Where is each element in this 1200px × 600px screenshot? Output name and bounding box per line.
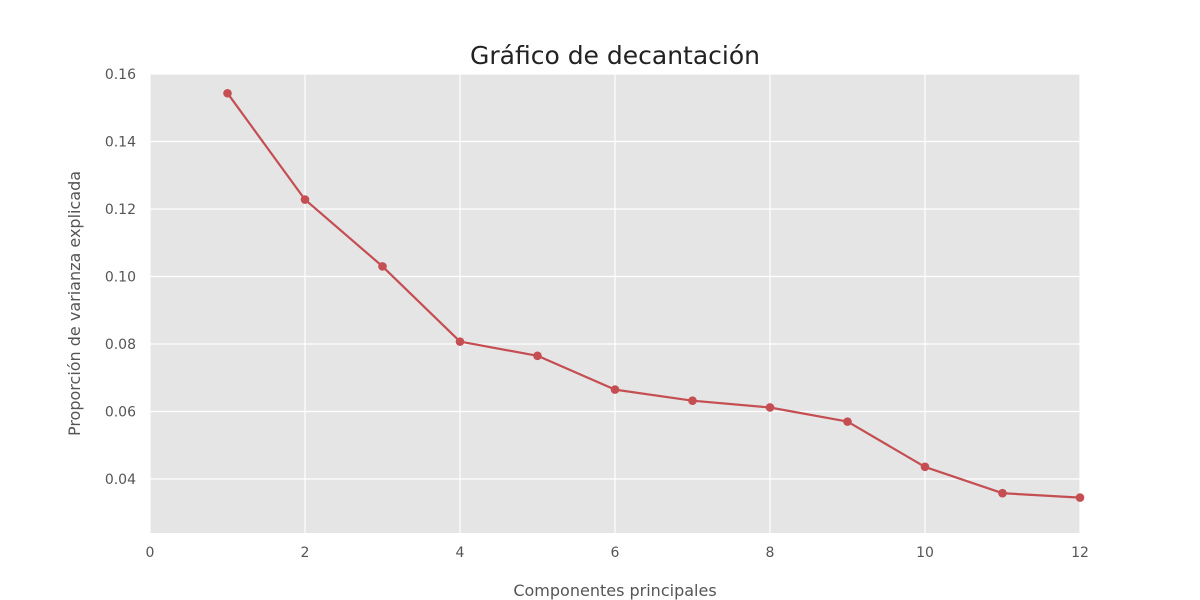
y-tick-label: 0.10: [105, 270, 136, 286]
y-tick-label: 0.08: [105, 337, 136, 353]
grid-lines: [149, 73, 1081, 533]
data-point: [843, 417, 852, 426]
x-tick-label: 8: [766, 545, 775, 561]
data-point: [1075, 493, 1085, 502]
y-tick-label: 0.12: [105, 202, 136, 218]
x-tick-label: 4: [456, 545, 465, 561]
x-tick-label: 10: [916, 545, 934, 561]
data-point: [920, 462, 930, 472]
x-tick-label: 2: [301, 545, 310, 561]
series-line: [226, 92, 1081, 499]
series-layer: [223, 88, 1085, 502]
data-point: [610, 385, 620, 394]
data-point: [998, 488, 1007, 498]
x-axis-label: Componentes principales: [513, 581, 716, 600]
y-axis-ticks: 0.04 0.06 0.08 0.10 0.12 0.14 0.16: [105, 67, 136, 488]
y-tick-label: 0.14: [105, 135, 136, 151]
x-tick-label: 6: [611, 545, 620, 561]
data-point: [300, 195, 310, 204]
x-tick-label: 0: [146, 545, 155, 561]
data-point: [533, 351, 542, 361]
x-tick-label: 12: [1071, 545, 1089, 561]
data-point: [223, 88, 232, 98]
y-axis-label: Proporción de varianza explicada: [65, 171, 84, 436]
y-tick-label: 0.06: [105, 405, 136, 421]
data-point: [688, 396, 697, 406]
data-point: [378, 262, 387, 271]
data-point: [765, 403, 775, 412]
y-tick-label: 0.04: [105, 472, 136, 488]
y-tick-label: 0.16: [105, 67, 136, 83]
x-axis-ticks: 0 2 4 6 8 10 12: [146, 545, 1089, 561]
data-point: [455, 337, 465, 346]
chart-title: Gráfico de decantación: [470, 41, 760, 70]
